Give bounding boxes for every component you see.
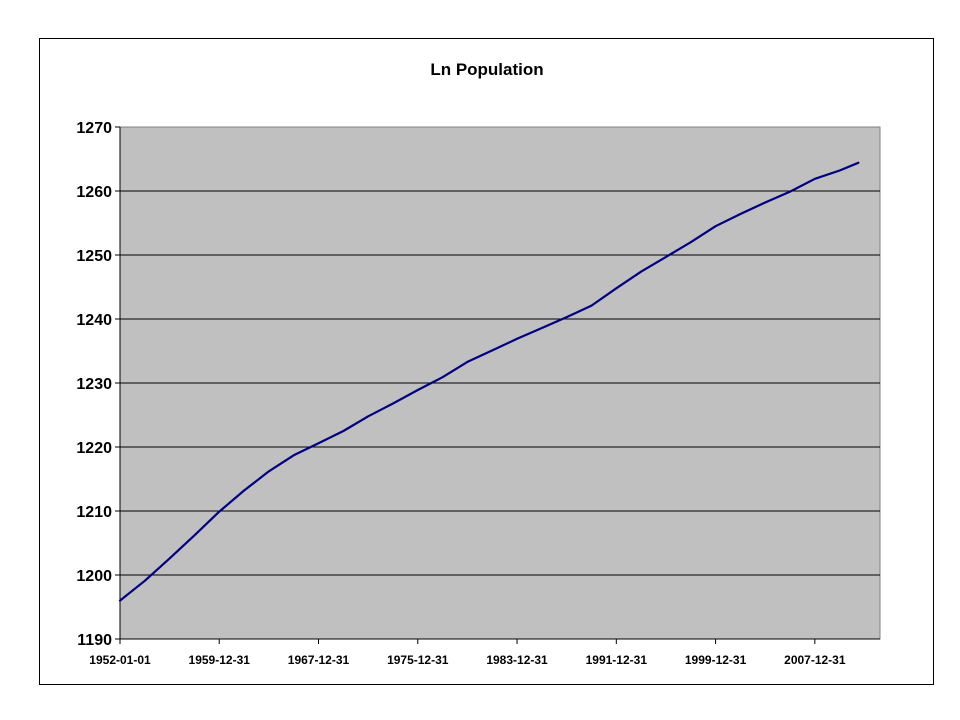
y-tick-label: 1240 — [76, 312, 112, 329]
x-tick-label: 1952-01-01 — [89, 653, 151, 667]
y-tick-label: 1270 — [76, 120, 112, 137]
y-tick-label: 1230 — [76, 376, 112, 393]
y-tick-label: 1190 — [77, 632, 112, 649]
x-tick-label: 1999-12-31 — [685, 653, 747, 667]
x-tick-label: 1959-12-31 — [189, 653, 251, 667]
chart-frame: Ln Population 1190 1200 1210 1220 1230 1240 12… — [39, 38, 934, 685]
y-tick-label: 1210 — [76, 504, 112, 521]
x-tick-label: 1983-12-31 — [486, 653, 548, 667]
y-tick-label: 1250 — [76, 248, 112, 265]
line-chart: Ln Population 1190 1200 1210 1220 1230 1240 12… — [76, 60, 881, 667]
y-tick-label: 1260 — [76, 184, 112, 201]
series-line-0 — [118, 161, 860, 602]
series-layer — [118, 161, 860, 602]
y-axis-ticks: 1190 1200 1210 1220 1230 1240 1250 1260 1270 — [76, 120, 120, 649]
gridlines — [120, 190, 880, 576]
y-tick-label: 1200 — [76, 568, 112, 585]
x-tick-label: 1991-12-31 — [586, 653, 648, 667]
x-tick-label: 1975-12-31 — [387, 653, 449, 667]
x-tick-label: 1967-12-31 — [288, 653, 350, 667]
y-tick-label: 1220 — [76, 440, 112, 457]
chart-title: Ln Population — [430, 60, 543, 79]
x-axis-ticks: 1952-01-01 1959-12-31 1967-12-31 1975-12-31… — [89, 639, 846, 667]
x-tick-label: 2007-12-31 — [784, 653, 846, 667]
